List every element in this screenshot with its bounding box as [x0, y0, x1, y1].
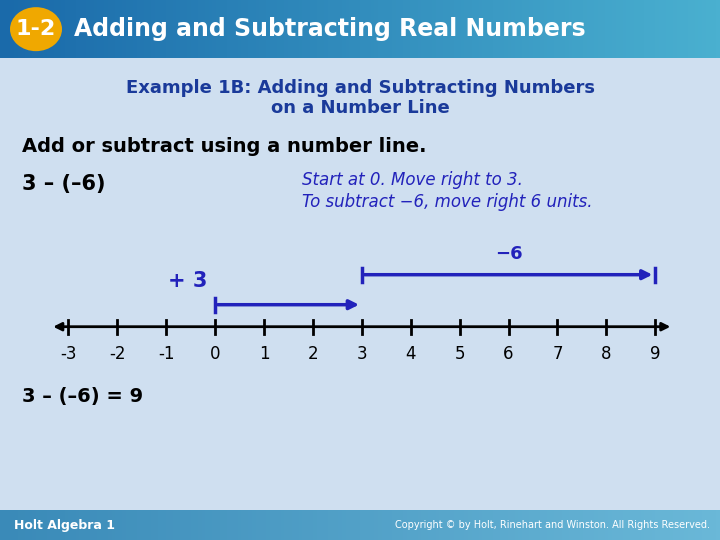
Text: -1: -1 — [158, 345, 174, 363]
Text: 2: 2 — [307, 345, 318, 363]
Text: −6: −6 — [495, 245, 522, 262]
Text: 3: 3 — [356, 345, 367, 363]
Text: 1-2: 1-2 — [16, 19, 56, 39]
Text: + 3: + 3 — [168, 271, 207, 291]
Text: Adding and Subtracting Real Numbers: Adding and Subtracting Real Numbers — [74, 17, 585, 41]
Text: 5: 5 — [454, 345, 465, 363]
Text: Add or subtract using a number line.: Add or subtract using a number line. — [22, 137, 426, 156]
Text: -2: -2 — [109, 345, 125, 363]
Text: Example 1B: Adding and Subtracting Numbers: Example 1B: Adding and Subtracting Numbe… — [125, 79, 595, 97]
Text: 8: 8 — [601, 345, 611, 363]
Text: 6: 6 — [503, 345, 514, 363]
Ellipse shape — [10, 7, 62, 51]
Text: Copyright © by Holt, Rinehart and Winston. All Rights Reserved.: Copyright © by Holt, Rinehart and Winsto… — [395, 520, 710, 530]
Text: 4: 4 — [405, 345, 416, 363]
Text: 3 – (–6): 3 – (–6) — [22, 174, 106, 194]
Text: on a Number Line: on a Number Line — [271, 99, 449, 117]
Text: 7: 7 — [552, 345, 562, 363]
Text: 9: 9 — [650, 345, 660, 363]
Text: Holt Algebra 1: Holt Algebra 1 — [14, 518, 115, 532]
Text: Start at 0. Move right to 3.: Start at 0. Move right to 3. — [302, 171, 523, 190]
Text: To subtract −6, move right 6 units.: To subtract −6, move right 6 units. — [302, 193, 593, 211]
Text: 3 – (–6) = 9: 3 – (–6) = 9 — [22, 387, 143, 406]
Text: 0: 0 — [210, 345, 220, 363]
Text: 1: 1 — [258, 345, 269, 363]
Text: -3: -3 — [60, 345, 76, 363]
